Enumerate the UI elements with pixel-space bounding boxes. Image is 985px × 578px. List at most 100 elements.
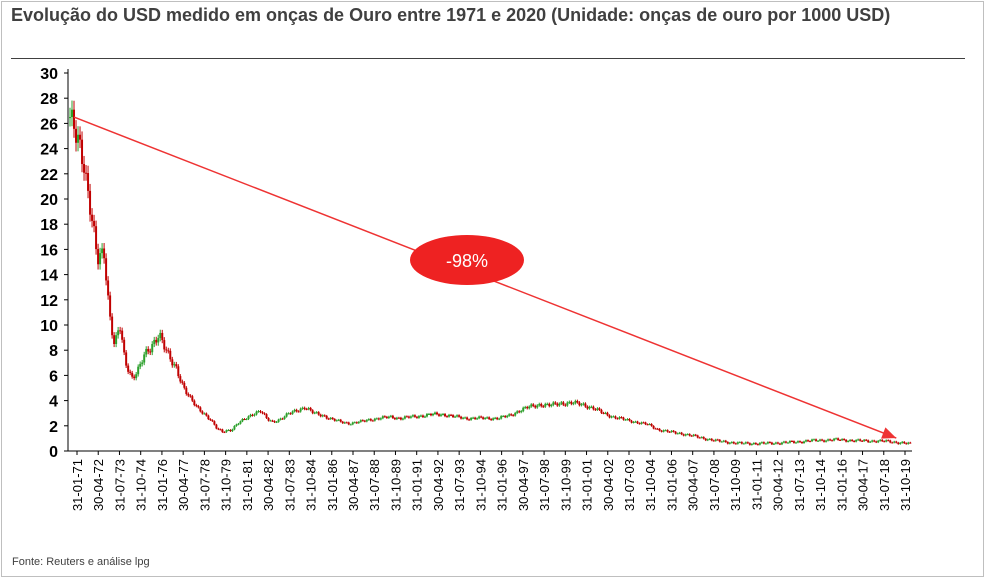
y-tick-label: 22 <box>40 167 58 184</box>
candle-body <box>853 440 856 442</box>
candle-body <box>197 406 200 408</box>
candle-body <box>738 442 741 444</box>
candle-body <box>259 411 262 413</box>
y-tick-label: 8 <box>49 343 58 360</box>
candle-body <box>317 412 320 415</box>
x-tick-label: 31-07-18 <box>877 459 892 511</box>
candle-body <box>111 316 114 336</box>
candle-body <box>554 402 557 404</box>
x-tick-label: 30-04-87 <box>346 459 361 511</box>
candle-body <box>616 418 619 420</box>
x-tick-label: 31-10-14 <box>813 459 828 511</box>
candle-body <box>267 418 270 421</box>
candle-body <box>658 428 661 431</box>
y-tick-label: 12 <box>40 293 58 310</box>
candle-body <box>670 430 673 432</box>
candle-body <box>857 439 860 441</box>
candle-body <box>492 418 495 420</box>
candle-body <box>538 403 541 406</box>
candle-body <box>293 409 296 412</box>
candle-body <box>861 440 864 442</box>
candle-body <box>297 411 300 413</box>
candle-body <box>145 348 148 355</box>
candle-body <box>648 423 651 425</box>
candle-body <box>277 419 280 422</box>
candle-body <box>113 335 116 344</box>
candle-body <box>594 409 597 411</box>
candle-body <box>438 414 441 416</box>
candle-body <box>103 248 106 259</box>
candle-body <box>281 418 284 420</box>
candle-body <box>309 408 312 411</box>
candle-body <box>87 173 90 191</box>
candle-body <box>349 424 352 426</box>
candle-body <box>652 425 655 429</box>
candle-body <box>327 418 330 420</box>
candle-body <box>221 429 224 433</box>
candle-body <box>704 438 707 441</box>
candle-body <box>686 434 689 436</box>
candle-body <box>163 340 166 350</box>
candle-body <box>167 350 170 352</box>
candle-body <box>454 416 457 418</box>
candle-body <box>141 362 144 364</box>
candle-body <box>73 109 76 129</box>
candle-body <box>85 172 88 174</box>
candle-body <box>247 416 250 420</box>
candle-body <box>891 442 894 444</box>
candle-body <box>383 416 386 418</box>
candle-body <box>225 430 228 433</box>
candle-body <box>805 440 808 442</box>
candle-body <box>311 410 314 414</box>
candle-body <box>788 441 791 443</box>
candle-body <box>490 419 493 421</box>
candle-body <box>93 220 96 227</box>
candle-body <box>664 430 667 432</box>
candle-body <box>77 134 80 143</box>
candle-body <box>835 438 838 440</box>
candle-body <box>329 417 332 420</box>
candle-body <box>674 431 677 434</box>
candle-body <box>506 415 509 418</box>
x-tick-label: 31-07-03 <box>622 459 637 511</box>
x-tick-label: 31-07-78 <box>197 459 212 511</box>
candle-body <box>464 417 467 419</box>
candle-body <box>189 395 192 397</box>
candle-body <box>285 413 288 417</box>
candle-body <box>700 437 703 439</box>
candle-body <box>722 440 725 442</box>
candle-body <box>897 442 900 444</box>
x-tick-label: 31-10-74 <box>134 459 149 511</box>
x-tick-label: 31-10-84 <box>304 459 319 511</box>
candle-body <box>829 439 832 441</box>
candle-body <box>750 444 753 446</box>
candle-body <box>873 440 876 442</box>
candle-body <box>756 444 759 446</box>
y-tick-label: 6 <box>49 368 58 385</box>
candle-body <box>782 441 785 443</box>
candle-body <box>291 411 294 414</box>
candle-body <box>899 442 902 444</box>
candle-body <box>279 418 282 420</box>
candle-body <box>572 403 575 405</box>
candle-body <box>714 439 717 441</box>
candle-body <box>636 421 639 424</box>
candle-body <box>877 440 880 443</box>
candle-body <box>171 359 174 366</box>
x-tick-label: 30-04-97 <box>516 459 531 511</box>
candle-body <box>889 440 892 443</box>
candle-body <box>363 420 366 422</box>
candle-body <box>143 354 146 363</box>
candle-body <box>564 404 567 406</box>
candle-body <box>558 403 561 406</box>
candle-body <box>794 442 797 444</box>
candle-body <box>397 417 400 419</box>
candle-body <box>748 443 751 445</box>
candle-body <box>568 401 571 403</box>
candle-body <box>377 418 380 420</box>
y-tick-label: 2 <box>49 419 58 436</box>
candle-body <box>654 428 657 430</box>
candle-body <box>373 418 376 421</box>
candle-body <box>498 418 501 420</box>
candle-body <box>478 416 481 419</box>
